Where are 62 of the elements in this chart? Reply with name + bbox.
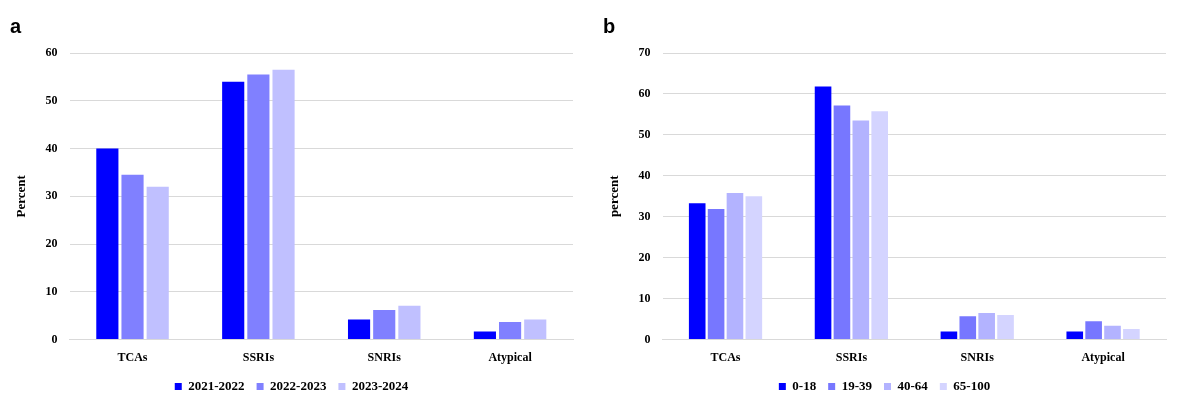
x-tick-label: SNRIs	[960, 349, 995, 364]
y-tick-label: 10	[638, 290, 651, 305]
bar	[959, 316, 977, 340]
legend-label: 2021-2022	[188, 377, 245, 393]
bar	[398, 305, 421, 340]
legend-label: 65-100	[953, 377, 991, 393]
bar	[1123, 328, 1140, 340]
x-tick-label: TCAs	[117, 349, 148, 364]
x-tick-label: Atypical	[488, 349, 533, 364]
y-tick-label: 60	[45, 45, 58, 60]
bar	[272, 69, 295, 340]
bar	[373, 309, 396, 340]
bar	[524, 319, 547, 340]
bar	[1104, 325, 1121, 340]
bar	[871, 111, 888, 340]
y-tick-label: 20	[45, 236, 58, 251]
bar	[833, 105, 851, 340]
bar	[978, 312, 995, 340]
y-tick-label: 30	[45, 188, 58, 203]
bar	[347, 319, 371, 340]
x-tick-label: TCAs	[710, 349, 741, 364]
bar	[688, 203, 706, 340]
y-tick-label: 0	[51, 331, 58, 346]
legend-label: 40-64	[897, 377, 929, 393]
y-tick-label: 50	[45, 92, 58, 107]
bar	[852, 120, 870, 340]
bar	[146, 186, 169, 340]
bar	[726, 193, 744, 340]
legend-label: 2022-2023	[270, 377, 327, 393]
bar	[121, 174, 144, 340]
y-tick-label: 40	[45, 140, 58, 155]
bar	[222, 81, 245, 340]
y-tick-label: 10	[45, 283, 58, 298]
bar	[707, 208, 725, 340]
y-tick-label: 0	[644, 331, 651, 346]
x-tick-label: SNRIs	[367, 349, 402, 364]
bar	[247, 74, 270, 340]
legend-label: 2023-2024	[351, 377, 409, 393]
bar	[499, 321, 522, 340]
legend-label: 0-18	[792, 377, 817, 393]
legend-label: 19-39	[841, 377, 873, 393]
y-tick-label: 40	[638, 167, 651, 182]
y-tick-label: 30	[638, 208, 651, 223]
y-tick-label: 20	[638, 249, 651, 264]
bar	[1066, 331, 1084, 340]
bar	[940, 331, 958, 340]
bar	[745, 196, 763, 340]
x-tick-label: SSRIs	[242, 349, 275, 364]
y-axis-title: Percent	[13, 174, 29, 218]
bar	[1085, 321, 1102, 340]
chart-title: b	[603, 14, 616, 37]
bar	[814, 86, 832, 340]
bar	[473, 331, 496, 340]
y-tick-label: 70	[638, 45, 651, 60]
bar	[997, 315, 1014, 340]
x-tick-label: SSRIs	[835, 349, 868, 364]
y-axis-title: percent	[606, 174, 622, 218]
bar	[96, 148, 119, 340]
chart-title: a	[10, 14, 22, 37]
y-tick-label: 60	[638, 86, 651, 101]
x-tick-label: Atypical	[1081, 349, 1126, 364]
y-tick-label: 50	[638, 126, 651, 141]
